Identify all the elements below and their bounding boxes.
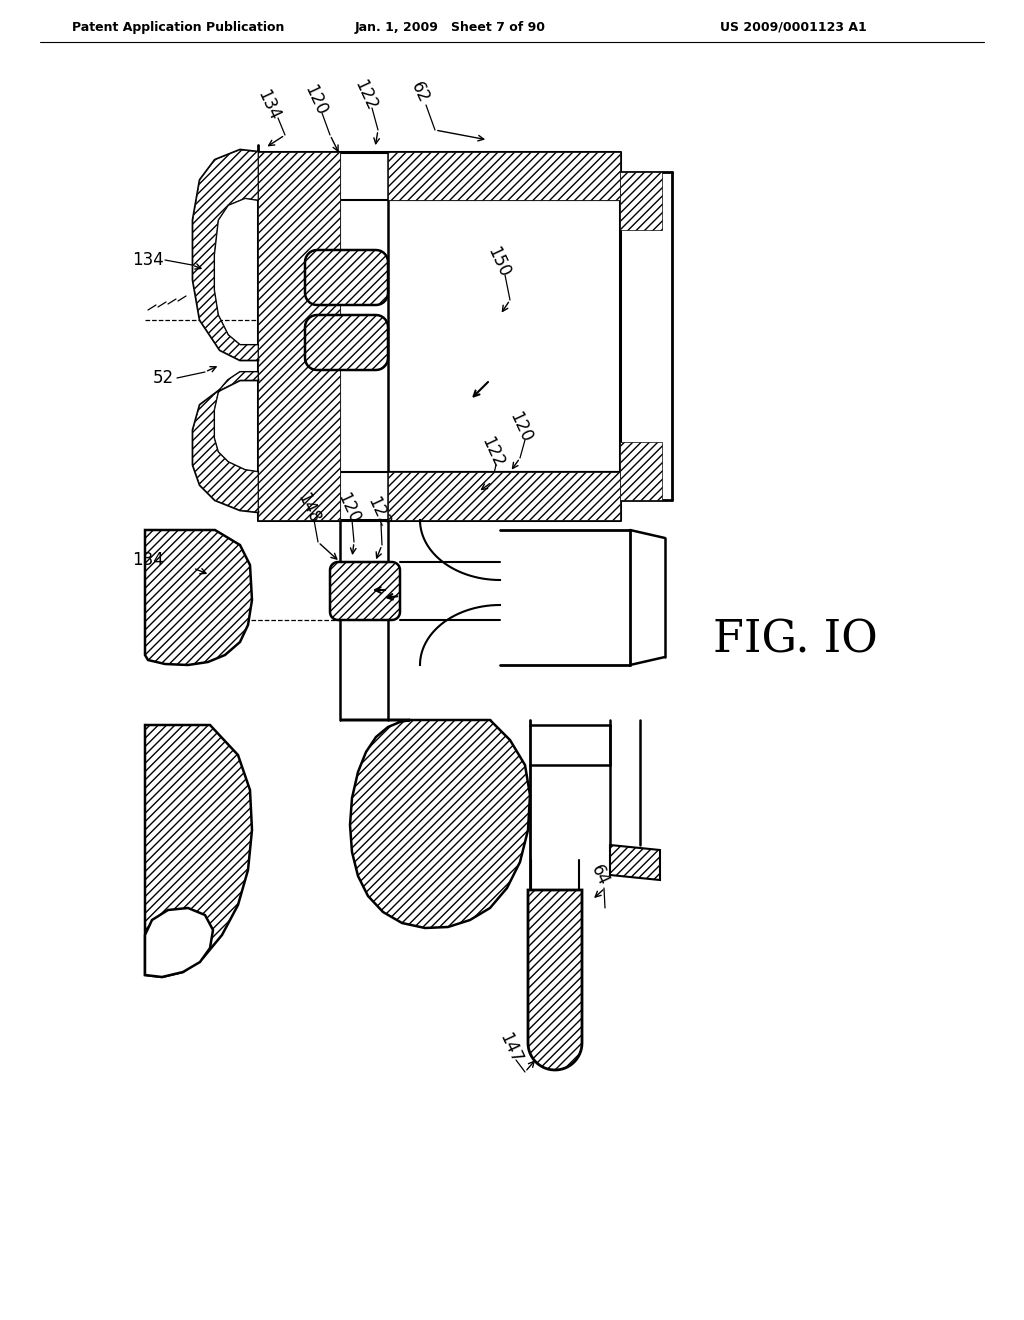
- Text: 148: 148: [293, 490, 323, 527]
- Polygon shape: [528, 890, 582, 1071]
- Text: 134: 134: [132, 550, 164, 569]
- Text: US 2009/0001123 A1: US 2009/0001123 A1: [720, 21, 866, 33]
- Polygon shape: [620, 172, 662, 230]
- Text: 120: 120: [505, 409, 535, 445]
- Polygon shape: [145, 908, 213, 977]
- Text: Patent Application Publication: Patent Application Publication: [72, 21, 285, 33]
- Text: 122: 122: [350, 77, 380, 114]
- Text: 64: 64: [588, 862, 612, 888]
- Polygon shape: [145, 725, 252, 977]
- Polygon shape: [610, 845, 660, 880]
- Text: 147: 147: [496, 1030, 525, 1067]
- Text: 120: 120: [333, 490, 362, 527]
- Text: Jan. 1, 2009   Sheet 7 of 90: Jan. 1, 2009 Sheet 7 of 90: [355, 21, 546, 33]
- Polygon shape: [305, 249, 388, 305]
- Polygon shape: [193, 150, 258, 360]
- Polygon shape: [193, 372, 258, 512]
- Polygon shape: [340, 719, 530, 928]
- Polygon shape: [145, 531, 252, 665]
- Polygon shape: [258, 152, 340, 520]
- Polygon shape: [620, 442, 662, 500]
- Text: 120: 120: [300, 82, 330, 119]
- Text: 122: 122: [477, 434, 507, 470]
- Text: 62: 62: [408, 79, 432, 106]
- Text: 52: 52: [153, 370, 173, 387]
- Text: 122: 122: [364, 494, 393, 531]
- Polygon shape: [330, 562, 400, 620]
- Text: 134: 134: [132, 251, 164, 269]
- Text: FIG. IO: FIG. IO: [713, 618, 878, 661]
- Polygon shape: [305, 315, 388, 370]
- Polygon shape: [388, 473, 620, 520]
- Polygon shape: [388, 152, 620, 201]
- Text: 150: 150: [483, 244, 513, 280]
- Text: 134: 134: [253, 87, 283, 123]
